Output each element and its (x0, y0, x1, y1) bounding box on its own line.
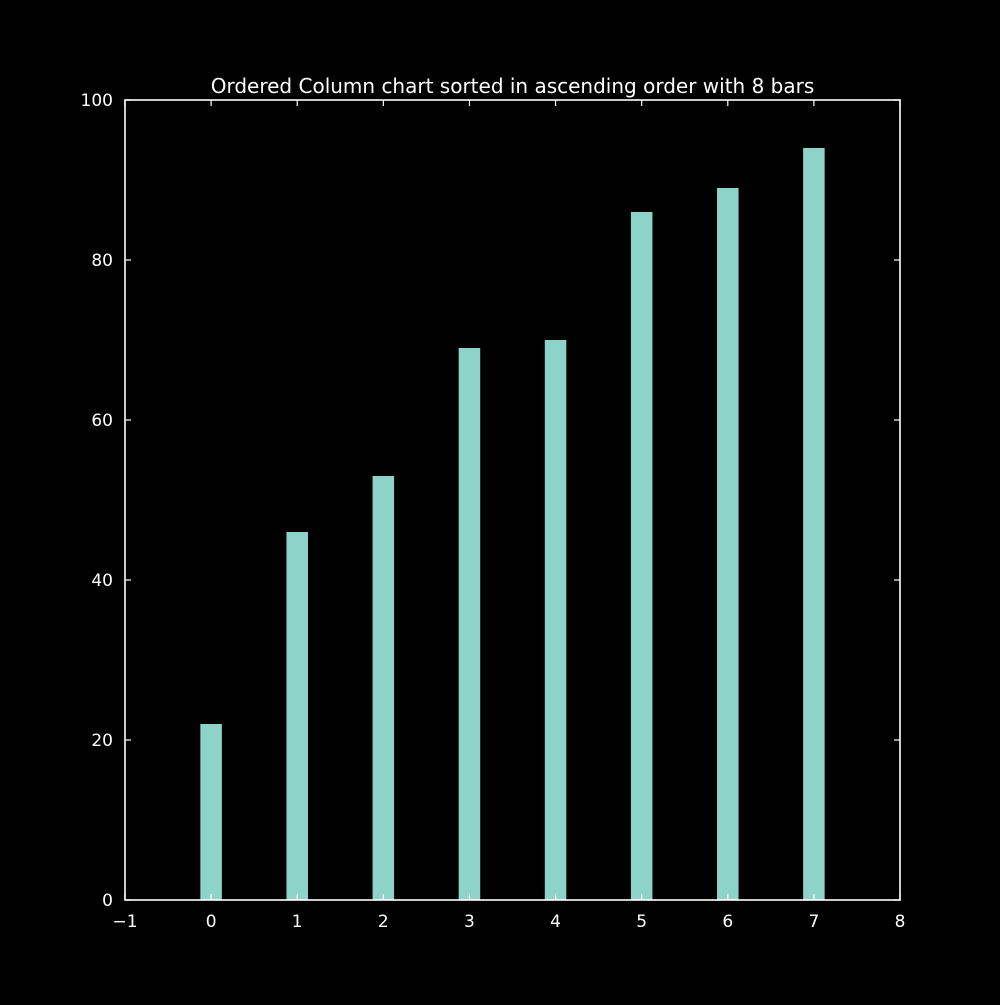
y-tick-label: 80 (91, 251, 113, 271)
y-tick-label: 60 (91, 411, 113, 431)
x-tick-label: −1 (112, 912, 137, 932)
axes-group (124, 99, 901, 901)
bar-2 (372, 476, 395, 900)
x-tick-label: 0 (206, 912, 217, 932)
chart-title: Ordered Column chart sorted in ascending… (211, 74, 815, 98)
x-tick-label: 4 (550, 912, 561, 932)
bar-6 (717, 188, 739, 900)
x-tick-label: 2 (378, 912, 389, 932)
y-tick-label: 100 (81, 91, 113, 111)
plot-frame (124, 99, 901, 901)
y-tick-label: 0 (102, 891, 113, 911)
bar-5 (630, 212, 653, 900)
x-tick-label: 8 (895, 912, 906, 932)
y-tick-label: 40 (91, 571, 113, 591)
x-tick-label: 7 (808, 912, 819, 932)
bar-0 (200, 724, 222, 900)
y-tick-label: 20 (91, 731, 113, 751)
x-tick-group: −1 0 1 2 3 4 5 6 7 8 (112, 100, 905, 932)
y-tick-group: 0 20 40 60 80 100 (81, 91, 900, 911)
x-tick-label: 5 (636, 912, 647, 932)
bar-4 (544, 340, 567, 900)
x-tick-label: 3 (464, 912, 475, 932)
bar-7 (803, 148, 825, 900)
bar-1 (286, 532, 308, 900)
x-tick-label: 6 (722, 912, 733, 932)
bar-3 (458, 348, 481, 900)
x-tick-label: 1 (292, 912, 303, 932)
bars-group (200, 148, 825, 900)
